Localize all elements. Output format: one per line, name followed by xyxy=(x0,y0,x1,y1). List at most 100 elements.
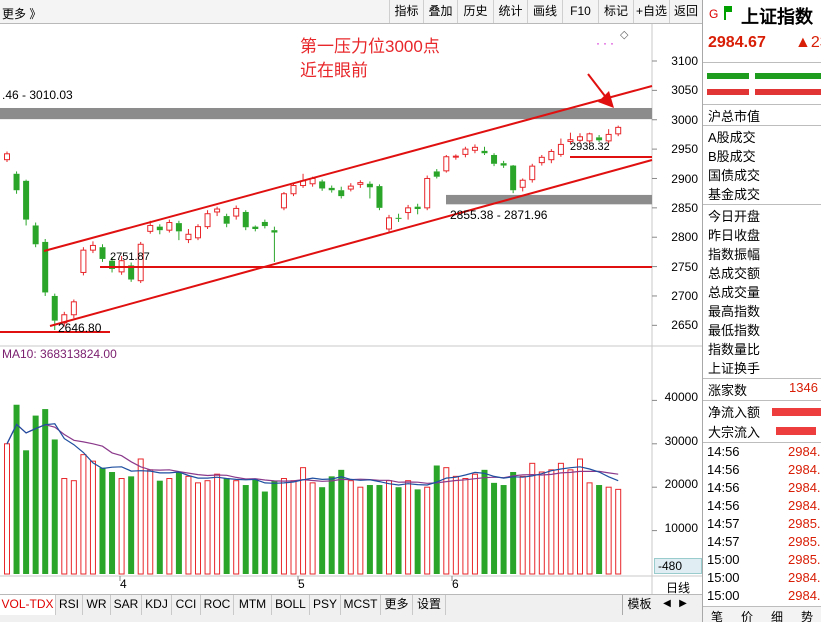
tick-value: 2985. xyxy=(788,552,821,567)
tab-trades[interactable]: 笔 xyxy=(711,610,724,622)
tab-psy[interactable]: PSY xyxy=(310,595,341,615)
candle xyxy=(32,222,39,248)
candle xyxy=(395,213,402,222)
candles xyxy=(4,125,622,331)
volume-bar xyxy=(300,467,307,575)
tab-vol-tdx[interactable]: VOL-TDX xyxy=(0,595,56,615)
candle-body xyxy=(605,133,612,142)
lower-channel-line xyxy=(49,159,653,327)
candle-body xyxy=(42,241,49,293)
candle xyxy=(4,151,10,163)
candle xyxy=(443,154,450,173)
volume-bar xyxy=(319,487,326,574)
tab-trend[interactable]: 势 xyxy=(801,610,814,622)
next-arrow-icon[interactable]: ▶ xyxy=(679,598,687,609)
g-icon[interactable]: G xyxy=(709,7,719,21)
tick-time: 14:57 xyxy=(707,516,740,531)
tab-roc[interactable]: ROC xyxy=(201,595,234,615)
template-button[interactable]: 模板 xyxy=(622,595,656,615)
draw-line-button[interactable]: 画线 xyxy=(527,0,562,23)
candle xyxy=(214,206,221,217)
tab-rsi[interactable]: RSI xyxy=(56,595,83,615)
diamond-icon[interactable]: ◇ xyxy=(620,29,629,41)
indicator-button[interactable]: 指标 xyxy=(389,0,423,23)
candle xyxy=(271,226,278,262)
volume-bar xyxy=(51,439,58,574)
volume-bar xyxy=(338,469,345,574)
volume-bar xyxy=(366,485,373,574)
volume-bar xyxy=(376,485,383,574)
candle-body xyxy=(175,223,182,232)
tab-settings[interactable]: 设置 xyxy=(413,595,446,615)
tick-row: 14:56 2984. xyxy=(703,462,821,480)
volume-bar xyxy=(395,487,402,574)
tab-mcst[interactable]: MCST xyxy=(341,595,381,615)
volume-bar xyxy=(309,482,316,575)
candle xyxy=(586,132,593,144)
history-button[interactable]: 历史 xyxy=(457,0,493,23)
tab-wr[interactable]: WR xyxy=(83,595,111,615)
volume-bar xyxy=(328,476,335,574)
chart-toolbar: 更多 》 指标 叠加 历史 统计 画线 F10 标记 +自选 返回 xyxy=(0,0,702,24)
tab-sar[interactable]: SAR xyxy=(111,595,142,615)
volume-bar xyxy=(615,488,622,575)
candle-body xyxy=(538,156,545,164)
volume-bars xyxy=(4,404,622,575)
statistics-button[interactable]: 统计 xyxy=(493,0,527,23)
candle-body xyxy=(233,207,240,217)
tab-more[interactable]: 更多 xyxy=(381,595,413,615)
f10-button[interactable]: F10 xyxy=(562,0,598,23)
price-tick: 2750 xyxy=(671,260,698,274)
tab-mtm[interactable]: MTM xyxy=(234,595,272,615)
tick-value: 2984. xyxy=(788,444,821,459)
candle-body xyxy=(500,163,507,166)
price-tick: 3000 xyxy=(671,113,698,127)
field-label: 总成交额 xyxy=(708,266,761,281)
add-watchlist-button[interactable]: +自选 xyxy=(633,0,669,23)
tick-row: 15:00 2984. xyxy=(703,570,821,588)
field-label: 基金成交 xyxy=(708,187,761,202)
volume-bar xyxy=(548,469,555,575)
candle-body xyxy=(109,260,116,269)
breadth-bar-red xyxy=(707,89,749,95)
candle-body xyxy=(80,249,87,273)
period-daily-label[interactable]: 日线 xyxy=(666,581,691,595)
tick-row: 14:57 2985. xyxy=(703,534,821,552)
tab-kdj[interactable]: KDJ xyxy=(142,595,172,615)
volume-bar xyxy=(195,482,201,575)
tab-cci[interactable]: CCI xyxy=(172,595,201,615)
field-label: 指数量比 xyxy=(708,342,761,357)
candle-body xyxy=(471,146,478,151)
back-button[interactable]: 返回 xyxy=(669,0,702,23)
candle-body xyxy=(395,217,402,219)
candle xyxy=(338,186,345,199)
candle xyxy=(605,129,612,144)
tab-detail[interactable]: 细 xyxy=(771,610,784,622)
panel-header: G 上证指数 xyxy=(703,0,821,30)
rising-count-label: 涨家数 xyxy=(708,383,748,398)
tab-price[interactable]: 价 xyxy=(741,610,754,622)
candle-body xyxy=(137,243,144,282)
mark-button[interactable]: 标记 xyxy=(598,0,633,23)
candle-body xyxy=(4,153,10,161)
kline-chart[interactable]: 第一压力位3000点 近在眼前 ◇ ··· .46 - 3010.03 2855… xyxy=(0,24,702,595)
overlay-button[interactable]: 叠加 xyxy=(423,0,457,23)
candle-body xyxy=(376,186,383,208)
tab-boll[interactable]: BOLL xyxy=(272,595,310,615)
volume-bar xyxy=(118,478,125,575)
volume-bar xyxy=(166,478,173,575)
more-breadcrumb[interactable]: 更多 》 xyxy=(2,7,42,21)
volume-ma-label: MA10: 368313824.00 xyxy=(2,347,117,361)
annotation-line-1: 第一压力位3000点 xyxy=(300,37,440,56)
index-change: ▲23 xyxy=(795,34,821,51)
candle xyxy=(23,179,30,226)
date-tick: 6 xyxy=(452,577,459,591)
volume-bar xyxy=(347,480,354,575)
volume-bar xyxy=(261,491,268,574)
candle xyxy=(481,146,488,155)
rising-count-value: 1346 xyxy=(789,380,818,395)
candle xyxy=(357,180,364,188)
candle-body xyxy=(242,211,249,228)
prev-arrow-icon[interactable]: ◀ xyxy=(663,598,671,609)
tick-value: 2984. xyxy=(788,498,821,513)
